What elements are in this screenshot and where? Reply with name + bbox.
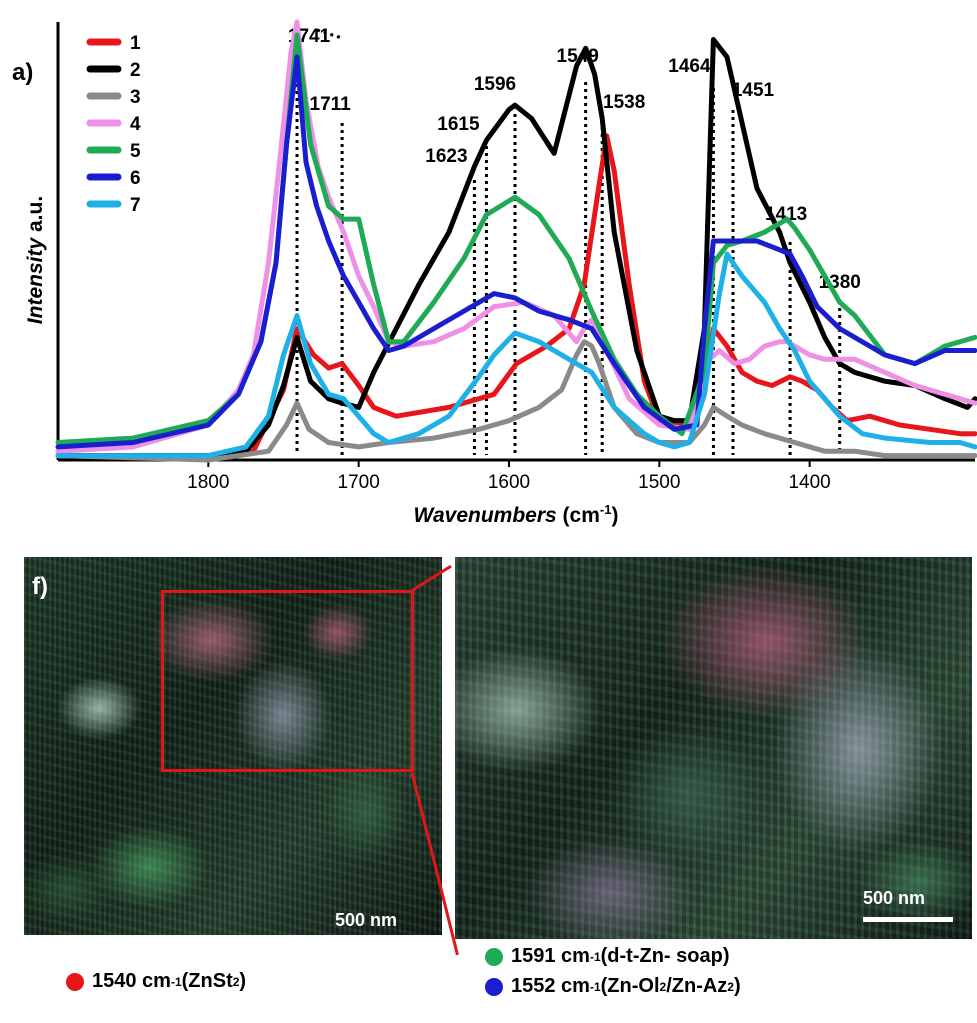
y-axis-label-unit: a.u. [24, 196, 47, 232]
y-axis-label: Intensity a.u. [24, 196, 47, 324]
series-line-4 [55, 19, 977, 454]
map-legend-text: (d-t-Zn- soap) [600, 945, 730, 967]
map-legend-wavenumber: 1591 cm [511, 945, 590, 967]
series-line-5 [55, 32, 977, 445]
legend-label-1: 1 [130, 33, 141, 54]
legend-label-2: 2 [130, 60, 141, 81]
map-legend-text-b: /Zn-Az [666, 975, 728, 997]
x-tick-label: 1800 [187, 472, 229, 493]
red-dot-icon [66, 972, 84, 991]
map-legend-exp: -1 [589, 949, 601, 964]
micrograph-zoomed: 500 nm [455, 557, 972, 939]
peak-label: 1451 [732, 80, 775, 101]
map-legend-text: (Zn-Ol [600, 975, 660, 997]
blue-dot-icon [485, 977, 503, 996]
legend-label-5: 5 [130, 141, 141, 162]
peak-label-leader [316, 28, 343, 40]
legend-label-7: 7 [130, 195, 141, 216]
scale-bar-right [863, 917, 953, 922]
peak-label: 1538 [603, 92, 645, 113]
series-line-6 [55, 54, 977, 450]
scale-bar-label-left: 500 nm [335, 910, 398, 930]
x-axis-label-exp: -1 [600, 502, 612, 517]
series-line-7 [55, 251, 977, 459]
map-legend-d-t-zn-soap: 1591 cm -1 (d-t-Zn- soap) [485, 945, 730, 968]
panel-label-a: a) [12, 59, 33, 86]
x-tick-label: 1400 [788, 472, 830, 493]
map-legend-text: (ZnSt [181, 970, 233, 992]
map-legend-zn-ol2-zn-az2: 1552 cm -1 (Zn-Ol 2 /Zn-Az 2) [485, 975, 741, 998]
series-line-2 [55, 37, 977, 459]
map-legend-text-b: ) [239, 970, 247, 992]
legend-label-3: 3 [130, 87, 141, 108]
x-axis-label-close: ) [611, 504, 618, 527]
micrograph-overview-texture [24, 557, 442, 935]
map-legend-sub: 2 [232, 974, 240, 989]
peak-label: 1464 [668, 56, 711, 77]
x-axis-label: Wavenumbers (cm-1) [414, 502, 619, 527]
legend-label-4: 4 [130, 114, 141, 135]
raman-spectra-chart: 1800 1700 1600 1500 140017411711162316151596… [12, 19, 977, 527]
panel-label-f: f) [32, 573, 48, 600]
map-legend-wavenumber: 1552 cm [511, 975, 590, 997]
map-legend-text-c: ) [733, 975, 741, 997]
map-legend-wavenumber: 1540 cm [92, 970, 171, 992]
map-legend-sub-b: 2 [727, 979, 734, 994]
peak-label: 1623 [425, 146, 467, 167]
map-legend-exp: -1 [589, 979, 601, 994]
zoom-region-box [161, 590, 414, 772]
x-tick-label: 1700 [338, 472, 380, 493]
map-legend-exp: -1 [170, 974, 182, 989]
series-line-3 [55, 339, 977, 463]
x-tick-label: 1600 [488, 472, 530, 493]
scale-bar-label-right: 500 nm [863, 888, 926, 908]
micrograph-zoomed-texture [455, 557, 972, 939]
map-legend-znst2: 1540 cm -1 (ZnSt 2) [66, 970, 246, 993]
legend-label-6: 6 [130, 168, 141, 189]
x-axis-label-unit: (cm [563, 504, 600, 527]
x-axis-label-italic: Wavenumbers [414, 504, 563, 527]
peak-label: 1711 [310, 94, 352, 115]
peak-label: 1615 [437, 114, 480, 135]
map-legend-sub: 2 [659, 979, 667, 994]
green-dot-icon [485, 947, 503, 966]
y-axis-label-italic: Intensity [24, 232, 47, 324]
x-tick-label: 1500 [638, 472, 680, 493]
micrograph-overview: f) 500 nm [24, 557, 442, 935]
peak-label: 1596 [474, 74, 516, 95]
